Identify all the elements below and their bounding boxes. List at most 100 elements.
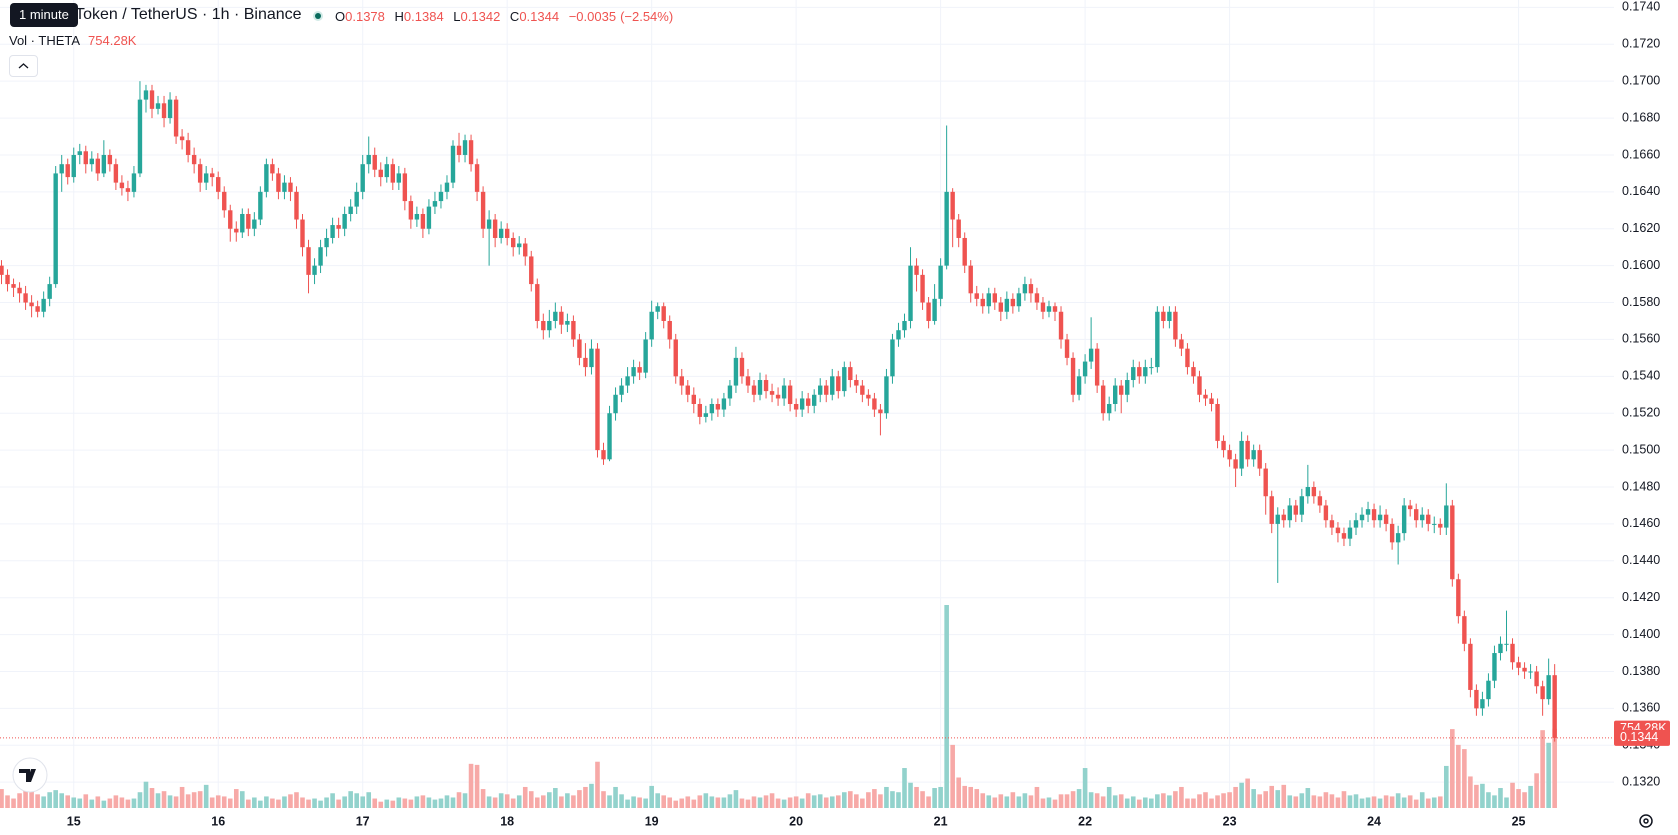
ohlc-letter: O <box>335 9 346 24</box>
volume-bar <box>697 795 703 808</box>
candle-body <box>95 158 101 174</box>
candle-body <box>71 154 76 178</box>
candle-body <box>661 306 666 321</box>
candle-body <box>577 339 582 358</box>
candle-body <box>270 164 275 174</box>
volume-bar <box>721 797 727 808</box>
candle-body <box>595 348 600 451</box>
candle-body <box>523 243 528 257</box>
candle-body <box>938 265 943 299</box>
volume-bar <box>1311 795 1317 808</box>
candle-body <box>17 287 22 294</box>
volume-bar <box>1299 793 1305 808</box>
volume-bar <box>685 796 691 808</box>
candle-body <box>1209 398 1214 404</box>
volume-bar <box>330 793 335 808</box>
candle-body <box>1432 523 1437 525</box>
candle-body <box>1046 306 1052 312</box>
volume-bar <box>1203 792 1208 808</box>
candle-body <box>312 265 317 275</box>
candle-body <box>210 173 215 178</box>
volume-bar <box>77 798 83 808</box>
candle-body <box>246 213 251 229</box>
volume-bar <box>884 786 889 808</box>
volume-bar <box>498 793 504 808</box>
candle-body <box>330 225 335 238</box>
candle-body <box>53 173 58 285</box>
volume-bar <box>1197 794 1202 808</box>
candle-body <box>197 164 203 183</box>
candle-body <box>372 154 377 170</box>
volume-bar <box>414 796 420 808</box>
volume-bar <box>107 798 113 808</box>
candle-body <box>607 413 612 460</box>
volume-bar <box>1167 795 1172 808</box>
volume-bar <box>372 798 378 808</box>
volume-bar <box>799 798 805 808</box>
volume-bar <box>1389 796 1395 808</box>
volume-bar <box>733 790 739 808</box>
volume-bar <box>932 788 937 808</box>
volume-bar <box>944 605 949 808</box>
volume-bar <box>1498 788 1503 808</box>
volume-bar <box>1155 794 1160 808</box>
volume-bar <box>270 798 275 808</box>
volume-bar <box>348 791 353 808</box>
candle-body <box>1504 643 1509 645</box>
volume-bar <box>0 789 4 808</box>
ohlc-value: 0.1378 <box>345 9 385 24</box>
candle-body <box>288 182 293 192</box>
candle-body <box>1203 394 1208 399</box>
candle-body <box>1010 298 1016 307</box>
settings-icon[interactable] <box>1639 814 1653 828</box>
volume-bar <box>1504 797 1509 808</box>
candle-body <box>1191 367 1196 377</box>
candle-body <box>1534 671 1539 687</box>
candle-body <box>1486 680 1491 700</box>
volume-bar <box>155 793 161 808</box>
candle-body <box>1215 404 1220 441</box>
candle-body <box>155 103 161 109</box>
price-badge <box>1614 729 1670 746</box>
candle-body <box>1516 662 1521 668</box>
candle-body <box>1125 380 1130 395</box>
volume-bar <box>1010 792 1016 808</box>
candle-body <box>1131 367 1136 381</box>
candle-body <box>1287 505 1292 521</box>
volume-bar <box>775 798 781 808</box>
volume-bar <box>896 792 901 808</box>
volume-bar <box>1004 796 1010 808</box>
candle-body <box>769 391 775 395</box>
volume-bar <box>763 795 769 808</box>
candle-body <box>1371 509 1377 521</box>
volume-bar <box>1540 730 1545 808</box>
candle-body <box>234 228 239 233</box>
volume-bar <box>1215 795 1220 808</box>
volume-layer <box>0 605 1557 808</box>
y-tick-label: 0.1480 <box>1622 479 1660 493</box>
candle-body <box>107 154 113 165</box>
y-tick-label: 0.1460 <box>1622 516 1660 530</box>
y-tick-label: 0.1580 <box>1622 295 1660 309</box>
x-tick-label: 24 <box>1367 814 1381 828</box>
candle-body <box>444 182 450 192</box>
candle-body <box>902 320 907 331</box>
volume-bar <box>1335 797 1341 808</box>
candle-body <box>1227 450 1232 460</box>
symbol-title[interactable]: Theta Token / TetherUS · 1h · Binance <box>30 6 302 23</box>
y-tick-label: 0.1380 <box>1622 664 1660 678</box>
candle-body <box>836 376 841 392</box>
candle-body <box>781 385 787 399</box>
candle-body <box>1420 514 1425 521</box>
candle-body <box>474 164 480 192</box>
volume-bar <box>1064 794 1070 808</box>
volume-bar <box>29 791 34 808</box>
collapse-button[interactable] <box>9 55 38 77</box>
candle-body <box>336 225 341 229</box>
candle-body <box>685 385 690 395</box>
candle-body <box>252 219 257 229</box>
candle-body <box>649 311 654 340</box>
volume-bar <box>65 795 71 808</box>
volume-bar <box>1221 793 1226 808</box>
volume-bar <box>1040 798 1046 808</box>
